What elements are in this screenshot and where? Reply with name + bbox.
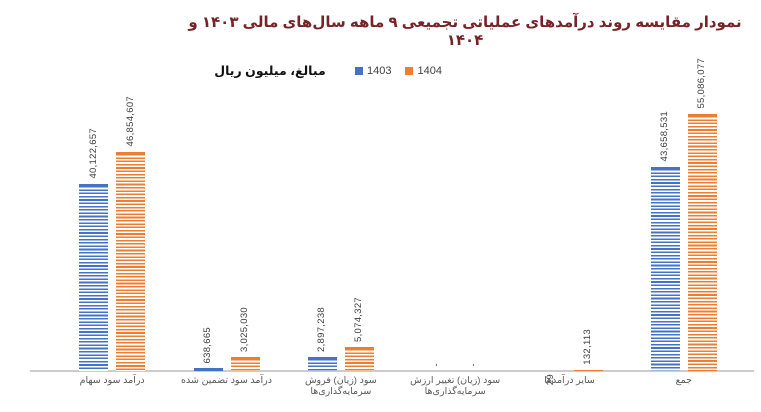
category-label-cat5: سایر درآمدها — [544, 375, 595, 386]
bar-1404-cat1 — [116, 152, 146, 371]
units-label: مبالغ، میلیون ریال — [214, 64, 326, 78]
x-axis-line — [30, 370, 754, 372]
bar-1404-cat6 — [687, 114, 717, 371]
legend-swatch-1403 — [355, 67, 363, 75]
category-axis: درآمد سود سهام درآمد سود تضمین شده سود (زی… — [55, 375, 741, 412]
bar-value-label-1403-cat3: 2,897,238 — [316, 307, 328, 352]
bar-1404-cat5 — [573, 370, 603, 371]
bar-value-label-1403-cat1: 40,122,657 — [87, 128, 99, 179]
legend-label-1404: 1404 — [417, 65, 442, 77]
chart-title: نمودار مقایسه روند درآمدهای عملیاتی تجمی… — [188, 14, 742, 49]
bar-1403-cat2 — [193, 368, 223, 371]
bar-1403-cat6 — [650, 167, 680, 371]
legend-swatch-1404 — [405, 67, 414, 75]
bar-value-label-1403-cat2: 638,665 — [202, 326, 213, 363]
category-label-cat3: سود (زیان) فروش سرمایه‌گذاری‌ها — [304, 375, 377, 398]
category-label-cat2: درآمد سود تضمین شده — [181, 375, 272, 386]
category-label-cat4: سود (زیان) تغییر ارزش سرمایه‌گذاری‌ها — [410, 375, 501, 398]
bar-value-label-1404-cat5: 132,113 — [582, 329, 593, 365]
plot-area: 40,122,657 46,854,607 638,665 3,025,030 2,89… — [55, 58, 741, 385]
category-label-cat1: درآمد سود سهام — [79, 375, 145, 386]
bar-1404-cat3 — [344, 347, 374, 371]
bar-value-label-1404-cat4: - — [467, 362, 479, 366]
bar-value-label-1404-cat3: 5,074,327 — [353, 297, 365, 342]
legend: 1403 1404 — [355, 64, 456, 78]
category-label-cat6: جمع — [675, 375, 693, 386]
bar-value-label-1403-cat6: 43,658,531 — [659, 111, 671, 162]
bar-value-label-1404-cat6: 55,086,077 — [696, 58, 708, 109]
bar-1403-cat3 — [307, 357, 337, 371]
bar-value-label-1404-cat1: 46,854,607 — [124, 96, 136, 147]
bar-value-label-1404-cat2: 3,025,030 — [239, 307, 250, 352]
bar-value-label-1403-cat4: - — [430, 362, 442, 366]
bar-1404-cat2 — [230, 357, 260, 371]
bar-1403-cat1 — [79, 184, 109, 371]
legend-label-1403: 1403 — [367, 65, 392, 77]
